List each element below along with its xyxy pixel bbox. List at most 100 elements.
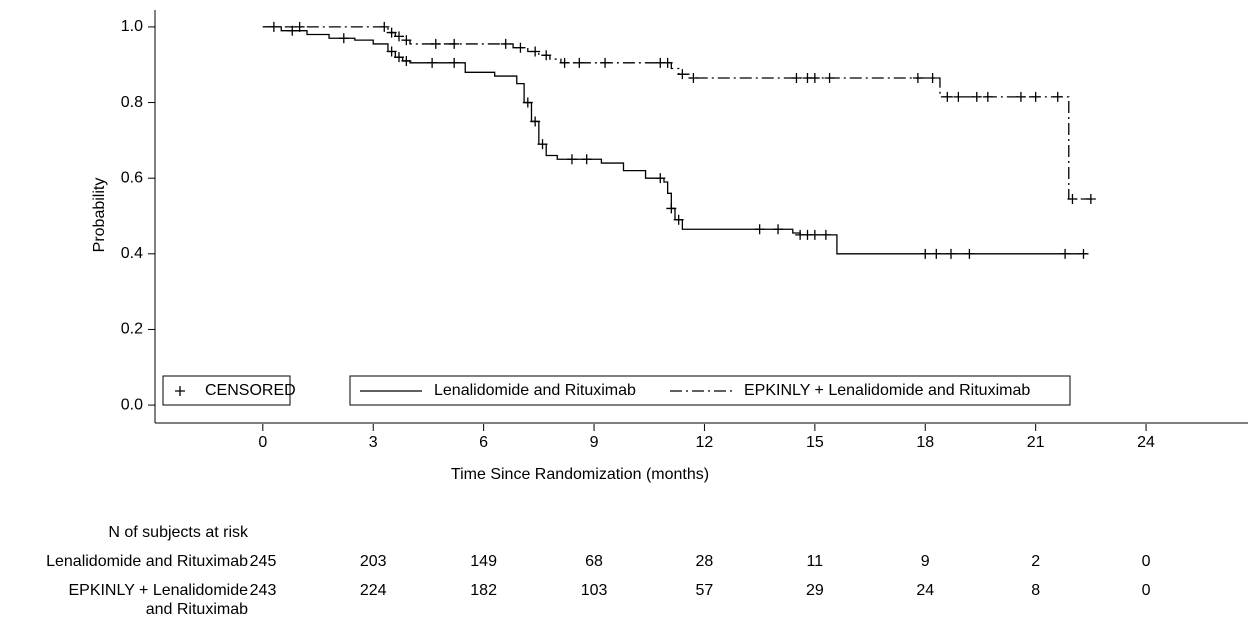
censor-mark: [666, 203, 677, 214]
censor-mark: [942, 91, 953, 102]
survival-curve: [262, 26, 1091, 200]
censor-mark: [809, 229, 820, 240]
censor-legend-marker: [175, 386, 185, 396]
censor-legend-text: CENSORED: [205, 382, 296, 399]
x-tick-label: 18: [916, 434, 934, 451]
censor-mark: [530, 116, 541, 127]
risk-row-label: Lenalidomide and Rituximab: [46, 553, 248, 570]
censor-mark: [964, 248, 975, 259]
censor-mark: [754, 224, 765, 235]
x-tick-label: 6: [479, 434, 488, 451]
censor-mark: [401, 35, 412, 46]
censor-mark: [559, 57, 570, 68]
y-tick-label: 0.6: [121, 169, 143, 186]
censor-mark: [1015, 91, 1026, 102]
censor-mark: [566, 154, 577, 165]
censor-mark: [1078, 248, 1089, 259]
x-tick-label: 15: [806, 434, 824, 451]
censor-mark: [912, 72, 923, 83]
censor-mark: [449, 38, 460, 49]
censor-mark: [927, 72, 938, 83]
risk-count: 0: [1142, 553, 1151, 570]
risk-count: 29: [806, 582, 824, 599]
censor-mark: [386, 46, 397, 57]
x-axis-label: Time Since Randomization (months): [451, 466, 709, 483]
censor-mark: [268, 21, 279, 32]
y-tick-label: 0.8: [121, 94, 143, 111]
censor-mark: [500, 38, 511, 49]
risk-count: 224: [360, 582, 387, 599]
censor-mark: [673, 214, 684, 225]
censor-mark: [946, 248, 957, 259]
x-tick-label: 9: [590, 434, 599, 451]
risk-count: 182: [470, 582, 497, 599]
censor-mark: [393, 31, 404, 42]
censor-mark: [953, 91, 964, 102]
censor-mark: [530, 46, 541, 57]
censor-mark: [1030, 91, 1041, 102]
x-tick-label: 3: [369, 434, 378, 451]
x-tick-label: 12: [696, 434, 714, 451]
risk-count: 9: [921, 553, 930, 570]
censor-mark: [600, 57, 611, 68]
censor-mark: [574, 57, 585, 68]
censor-mark: [401, 55, 412, 66]
censor-mark: [824, 72, 835, 83]
risk-count: 203: [360, 553, 387, 570]
censor-mark: [338, 33, 349, 44]
censor-mark: [688, 72, 699, 83]
risk-count: 11: [807, 553, 824, 570]
censor-mark: [430, 38, 441, 49]
risk-count: 0: [1142, 582, 1151, 599]
censor-mark: [809, 72, 820, 83]
censor-mark: [791, 72, 802, 83]
risk-row-label: EPKINLY + Lenalidomide and Rituximab: [68, 582, 248, 618]
risk-count: 149: [470, 553, 497, 570]
censor-mark: [982, 91, 993, 102]
censor-mark: [920, 248, 931, 259]
censor-mark: [1052, 91, 1063, 102]
censor-mark: [1060, 248, 1071, 259]
y-tick-label: 0.4: [121, 245, 143, 262]
risk-title: N of subjects at risk: [108, 524, 249, 541]
y-tick-label: 1.0: [121, 18, 143, 35]
censor-mark: [515, 42, 526, 53]
y-tick-label: 0.0: [121, 396, 143, 413]
censor-mark: [581, 154, 592, 165]
censor-mark: [522, 97, 533, 108]
censor-mark: [537, 139, 548, 150]
censor-mark: [393, 52, 404, 63]
risk-count: 24: [916, 582, 934, 599]
risk-count: 245: [250, 553, 277, 570]
censor-mark: [931, 248, 942, 259]
risk-count: 57: [696, 582, 714, 599]
censor-mark: [386, 27, 397, 38]
y-axis-label: Probability: [91, 178, 108, 253]
censor-mark: [655, 173, 666, 184]
x-tick-label: 21: [1027, 434, 1045, 451]
censor-mark: [971, 91, 982, 102]
risk-count: 68: [585, 553, 603, 570]
censor-mark: [294, 21, 305, 32]
risk-count: 8: [1031, 582, 1040, 599]
risk-count: 28: [696, 553, 714, 570]
censor-mark: [427, 57, 438, 68]
censor-mark: [677, 69, 688, 80]
censor-mark: [773, 224, 784, 235]
censor-mark: [662, 57, 673, 68]
x-tick-label: 0: [258, 434, 267, 451]
legend-label: Lenalidomide and Rituximab: [434, 382, 636, 399]
risk-count: 103: [581, 582, 608, 599]
risk-count: 243: [250, 582, 277, 599]
censor-mark: [541, 50, 552, 61]
legend-label: EPKINLY + Lenalidomide and Rituximab: [744, 382, 1030, 399]
risk-count: 2: [1031, 553, 1040, 570]
censor-mark: [1085, 193, 1096, 204]
y-tick-label: 0.2: [121, 321, 143, 338]
censor-mark: [449, 57, 460, 68]
censor-mark: [1067, 193, 1078, 204]
censor-mark: [820, 229, 831, 240]
x-tick-label: 24: [1137, 434, 1155, 451]
